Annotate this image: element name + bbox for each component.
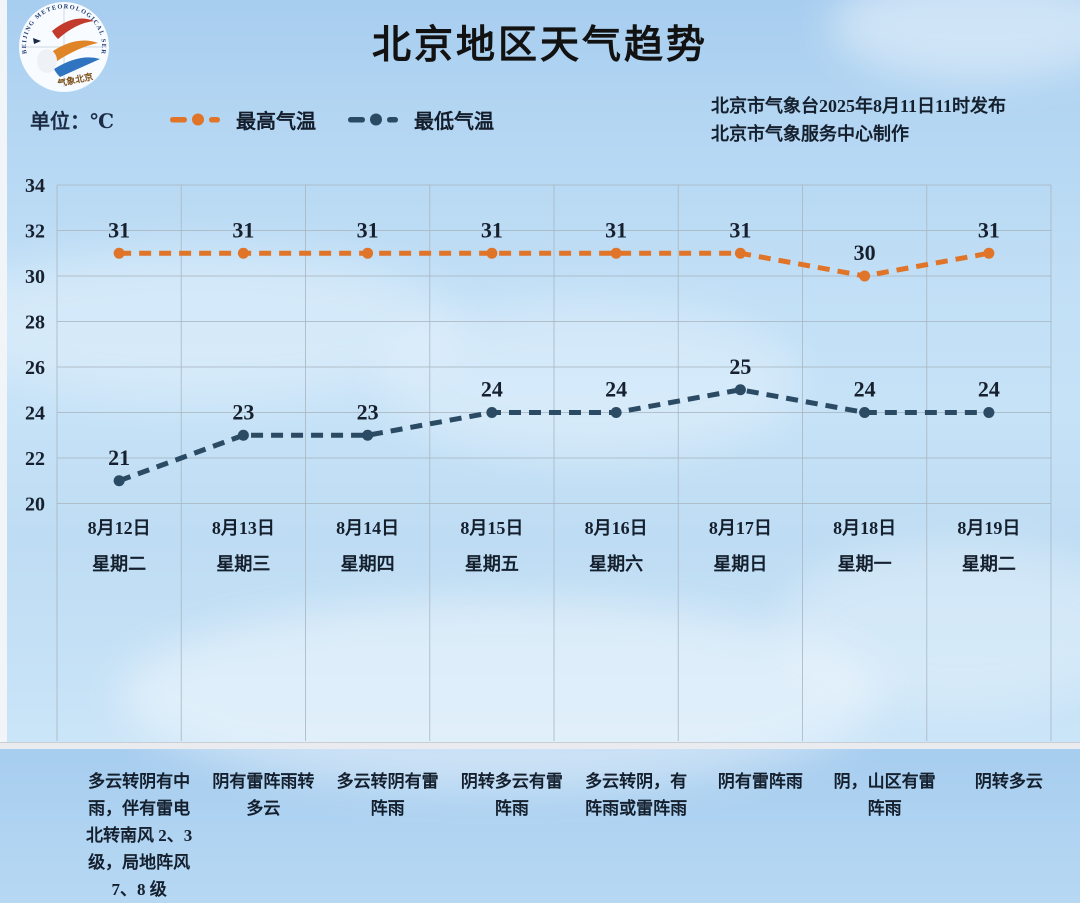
min-temp-value-label: 23	[357, 399, 379, 424]
weather-description: 阴有雷阵雨	[717, 772, 803, 791]
max-temp-value-label: 31	[357, 217, 379, 242]
date-label: 8月14日	[336, 518, 399, 538]
date-label: 8月18日	[833, 518, 896, 538]
issue-line-1: 北京市气象台2025年8月11日11时发布	[711, 96, 1007, 116]
weather-forecast-row: 多云转阴有中雨，伴有雷电北转南风 2、3 级，局地阵风 7、8 级阴有雷阵雨转多…	[77, 768, 1071, 903]
date-label: 8月13日	[212, 518, 275, 538]
weekday-label: 星期二	[962, 554, 1016, 574]
min-temp-value-label: 24	[481, 377, 503, 402]
beijing-meteorological-service-logo: BEIJING METEOROLOGICAL SERVICE 气象北京	[15, 0, 110, 93]
min-temp-point	[983, 407, 995, 418]
logo-bird-icon	[33, 38, 41, 44]
max-temp-point	[983, 247, 995, 259]
min-temp-value-label: 24	[978, 377, 1000, 402]
issue-line-2: 北京市气象服务中心制作	[711, 124, 909, 144]
window-left-edge	[0, 0, 7, 749]
weather-description: 多云转阴有雷阵雨	[336, 772, 439, 818]
min-temp-value-label: 21	[108, 445, 130, 470]
max-temp-value-label: 31	[108, 217, 130, 242]
min-temp-point	[113, 475, 125, 487]
weekday-label: 星期六	[589, 553, 643, 574]
legend-marker-shape	[347, 116, 365, 122]
issue-info: 北京市气象台2025年8月11日11时发布 北京市气象服务中心制作	[711, 92, 1071, 148]
y-axis-tick-label: 28	[25, 312, 45, 334]
legend-item-max-temp: 最高气温	[169, 105, 316, 134]
legend-item-min-temp: 最低气温	[347, 105, 494, 134]
temperature-trend-chart: 34 32 30 28 26 24 22 20 31 31 31 31 31 31 30 31 21 23 23 24…	[20, 172, 1072, 899]
max-temp-point	[734, 247, 746, 259]
weekday-label: 星期四	[341, 554, 395, 574]
weather-description: 阴有雷阵雨转多云	[212, 772, 315, 818]
weather-description: 多云转阴有中雨，伴有雷电北转南风 2、3 级，局地阵风 7、8 级	[86, 772, 193, 899]
legend-marker-icon	[169, 113, 220, 125]
logo-badge-icon: BEIJING METEOROLOGICAL SERVICE 气象北京	[15, 0, 109, 92]
legend-label: 最高气温	[235, 110, 316, 133]
y-axis-tick-label: 26	[25, 357, 45, 379]
logo-orange-swoosh	[50, 40, 98, 63]
weather-description: 多云转阴，有阵雨或雷阵雨	[585, 772, 688, 818]
max-temp-value-label: 31	[232, 217, 254, 242]
max-temp-point	[113, 247, 125, 259]
legend-marker-shape	[208, 116, 220, 122]
max-temp-point	[610, 247, 622, 259]
weekday-label: 星期一	[838, 554, 892, 574]
legend-marker-shape	[386, 116, 398, 122]
chart-plot-area: 34 32 30 28 26 24 22 20 31 31 31 31 31 31 30 31 21 23 23 24…	[25, 175, 1052, 741]
logo-blue-swoosh	[54, 57, 100, 77]
date-label: 8月12日	[88, 518, 151, 538]
weather-description: 阴，山区有雷阵雨	[833, 772, 936, 818]
y-axis-tick-label: 24	[25, 403, 45, 425]
max-temp-point	[486, 247, 498, 259]
y-axis-tick-label: 22	[25, 448, 45, 470]
legend-marker-shape	[169, 116, 187, 122]
min-temp-point	[859, 407, 871, 418]
weekday-label: 星期日	[713, 554, 767, 574]
min-temp-value-label: 24	[605, 377, 627, 402]
legend-marker-shape	[369, 113, 382, 125]
max-temp-value-label: 31	[978, 217, 1000, 242]
weather-description: 阴转多云有雷阵雨	[460, 772, 563, 818]
min-temp-point	[362, 429, 374, 441]
min-temp-point	[237, 429, 249, 441]
legend-marker-icon	[347, 113, 398, 125]
legend-items: 最高气温 最低气温	[169, 105, 526, 134]
legend-marker-shape	[191, 113, 204, 125]
max-temp-value-label: 31	[729, 217, 751, 242]
page-title: 北京地区天气趋势	[371, 24, 708, 67]
y-axis-tick-label: 32	[25, 221, 45, 243]
weekday-label: 星期五	[465, 554, 519, 574]
min-temp-value-label: 25	[729, 354, 751, 379]
weekday-label: 星期二	[92, 554, 146, 574]
min-temp-line	[118, 387, 989, 484]
date-label: 8月19日	[957, 518, 1020, 538]
y-axis-tick-label: 34	[25, 175, 45, 197]
min-temp-value-label: 24	[854, 377, 876, 402]
logo-dome	[37, 49, 57, 73]
max-temp-line	[119, 250, 990, 279]
date-label: 8月15日	[460, 518, 523, 538]
unit-label: 单位：℃	[30, 110, 114, 133]
weather-description: 阴转多云	[974, 772, 1043, 791]
y-axis-tick-label: 20	[25, 494, 45, 516]
min-temp-point	[610, 407, 622, 418]
max-temp-value-label: 31	[605, 217, 627, 242]
date-label: 8月17日	[709, 518, 772, 538]
max-temp-point	[362, 247, 374, 259]
date-label: 8月16日	[585, 518, 648, 538]
max-temp-value-label: 30	[854, 240, 876, 265]
max-temp-point	[237, 247, 249, 259]
chart-legend: 单位：℃ 最高气温 最低气温	[30, 104, 526, 134]
logo-red-swoosh	[52, 18, 94, 39]
min-temp-value-label: 23	[232, 399, 254, 424]
window-bottom-bar	[0, 742, 1080, 749]
max-temp-point	[859, 270, 871, 282]
y-axis-tick-label: 30	[25, 266, 45, 288]
min-temp-point	[734, 384, 746, 396]
max-temp-value-label: 31	[481, 217, 503, 242]
min-temp-point	[486, 407, 498, 418]
legend-label: 最低气温	[413, 110, 494, 133]
weekday-label: 星期三	[216, 554, 270, 574]
